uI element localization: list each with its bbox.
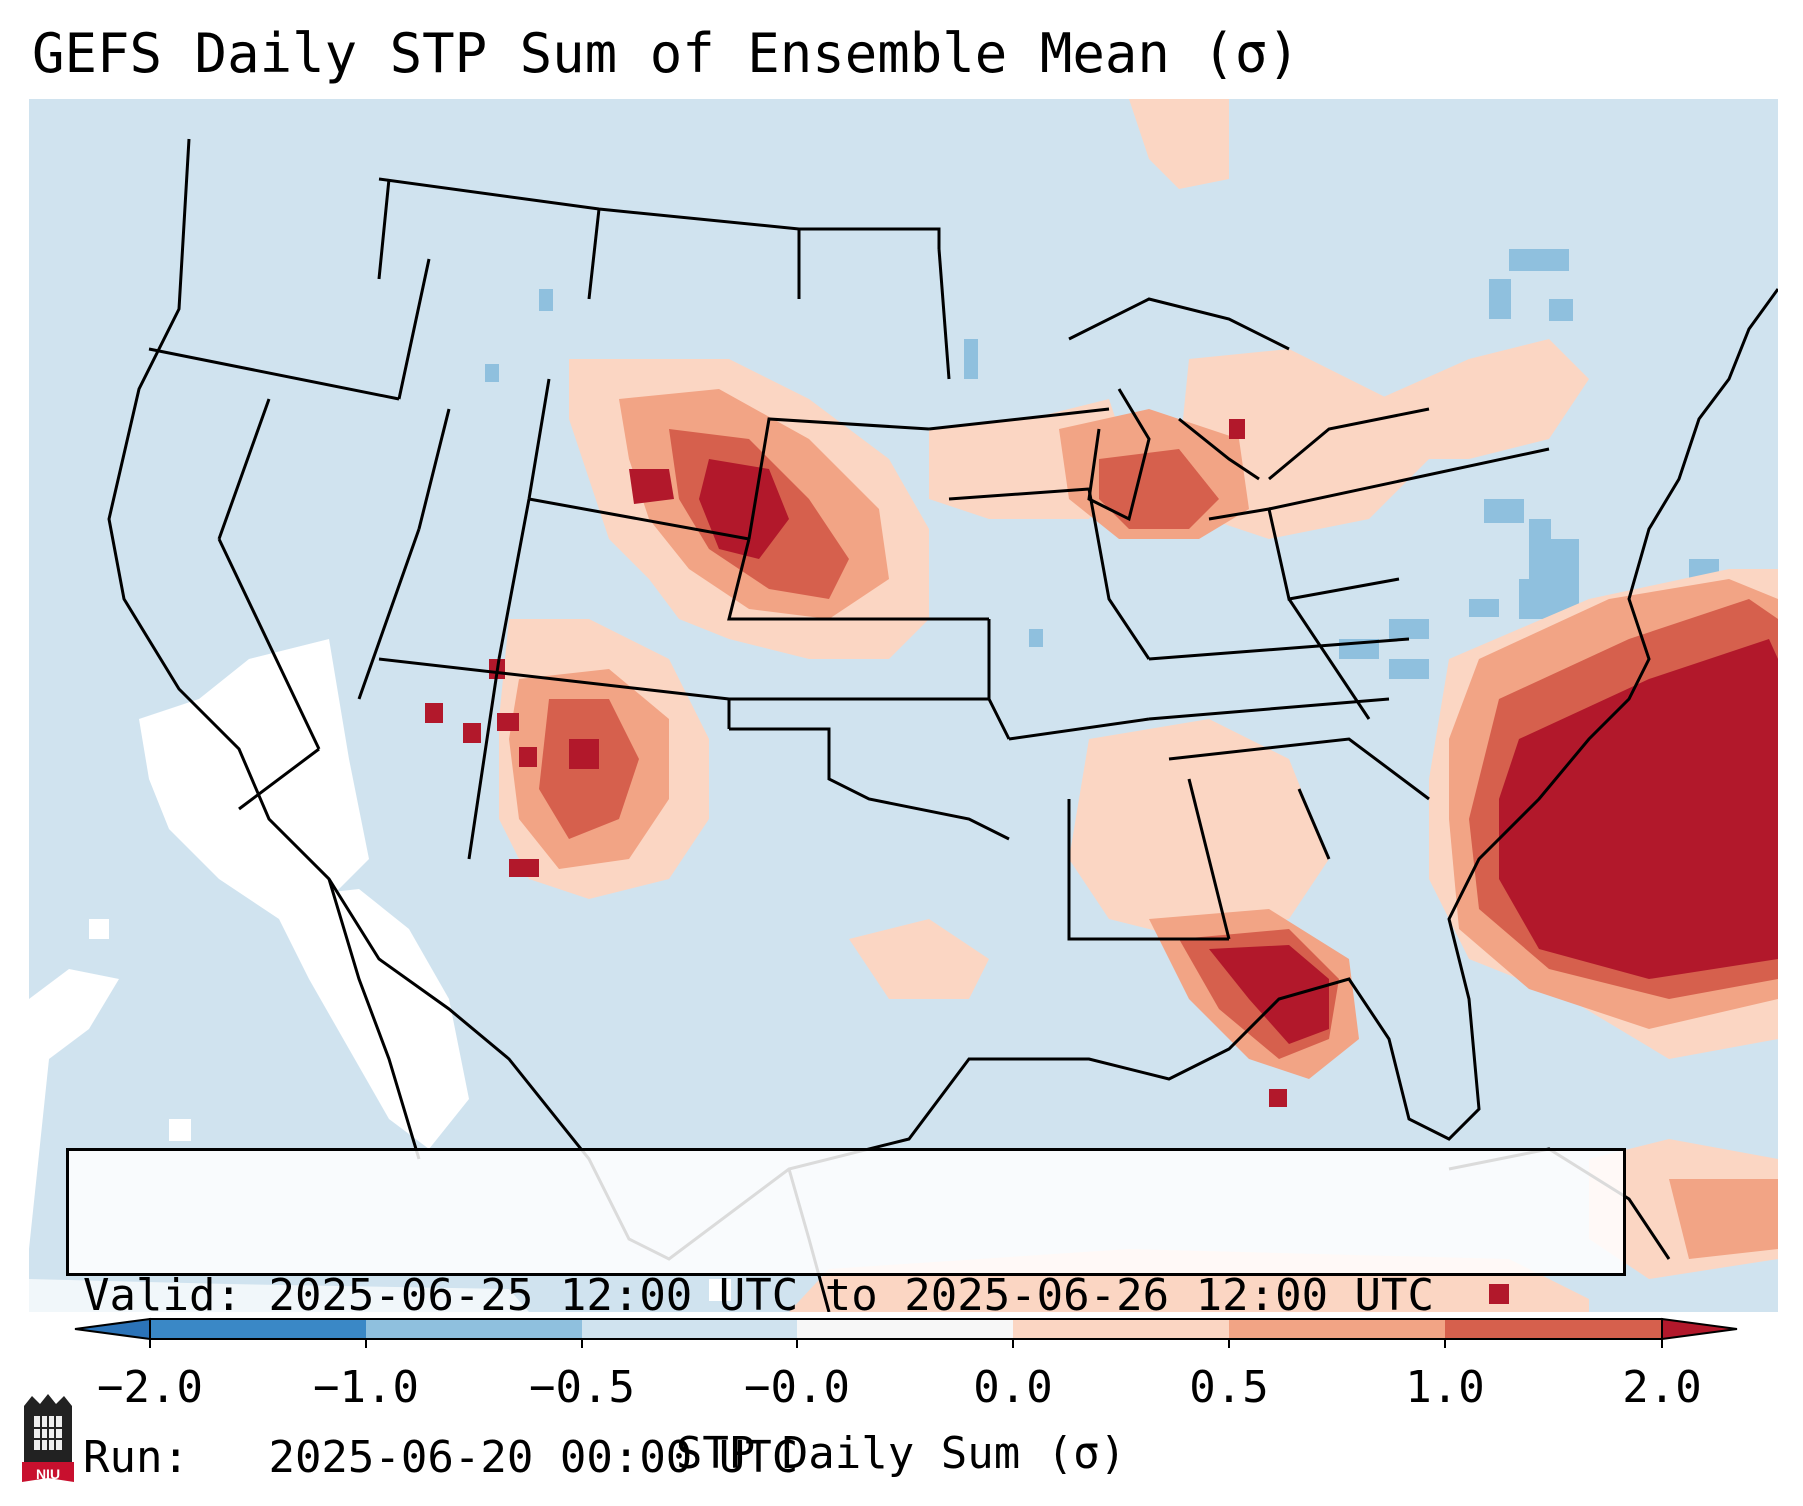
run-time: 2025-06-20 00:00 UTC <box>268 1432 799 1483</box>
colorbar-bin-6 <box>1229 1319 1445 1339</box>
negative-patches <box>485 249 1719 679</box>
valid-line: Valid: 2025-06-25 12:00 UTC to 2025-06-2… <box>83 1269 1609 1323</box>
colorbar-bin-7 <box>1445 1319 1662 1339</box>
colorbar-bin-low-extend <box>74 1317 151 1341</box>
figure-title: GEFS Daily STP Sum of Ensemble Mean (σ) <box>32 22 1300 85</box>
colorbar-bin-1 <box>150 1319 366 1339</box>
colorbar-label: STP Daily Sum (σ) <box>675 1428 1127 1479</box>
valid-info-box: Valid: 2025-06-25 12:00 UTC to 2025-06-2… <box>66 1148 1626 1483</box>
colorbar-bin-4 <box>797 1319 1013 1339</box>
colorbar-tick-label: 0.5 <box>1189 1362 1269 1413</box>
colorbar-bin-3 <box>582 1319 797 1339</box>
valid-range: 2025-06-25 12:00 UTC to 2025-06-26 12:00… <box>268 1270 1435 1321</box>
colorbar-bin-2 <box>366 1319 582 1339</box>
colorbar-bin-5 <box>1013 1319 1229 1339</box>
colorbar-tick-label: −1.0 <box>313 1362 419 1413</box>
colorbar-tick-label: 0.0 <box>973 1362 1053 1413</box>
colorbar-tick-label: −0.5 <box>529 1362 635 1413</box>
colorbar-bin-high-extend <box>1661 1317 1738 1341</box>
map-panel <box>29 99 1778 1312</box>
great-lakes <box>1068 297 1430 522</box>
colorbar-ticks <box>149 1339 1663 1348</box>
colorbar-tick-label: 1.0 <box>1405 1362 1485 1413</box>
neutral-field <box>29 639 731 1312</box>
run-label: Run: <box>83 1432 189 1483</box>
valid-label: Valid: <box>83 1270 242 1321</box>
run-line: Run: 2025-06-20 00:00 UTC <box>83 1431 1609 1485</box>
niu-logo-text: NIU <box>35 1466 61 1482</box>
niu-logo <box>22 1394 74 1482</box>
colorbar-tick-label: −2.0 <box>97 1362 203 1413</box>
colorbar-tick-label: −0.0 <box>744 1362 850 1413</box>
state-boundaries <box>107 138 1778 1312</box>
colorbar <box>74 1317 1738 1348</box>
colorbar-tick-label: 2.0 <box>1622 1362 1702 1413</box>
colorbar-frame <box>149 1318 1663 1340</box>
